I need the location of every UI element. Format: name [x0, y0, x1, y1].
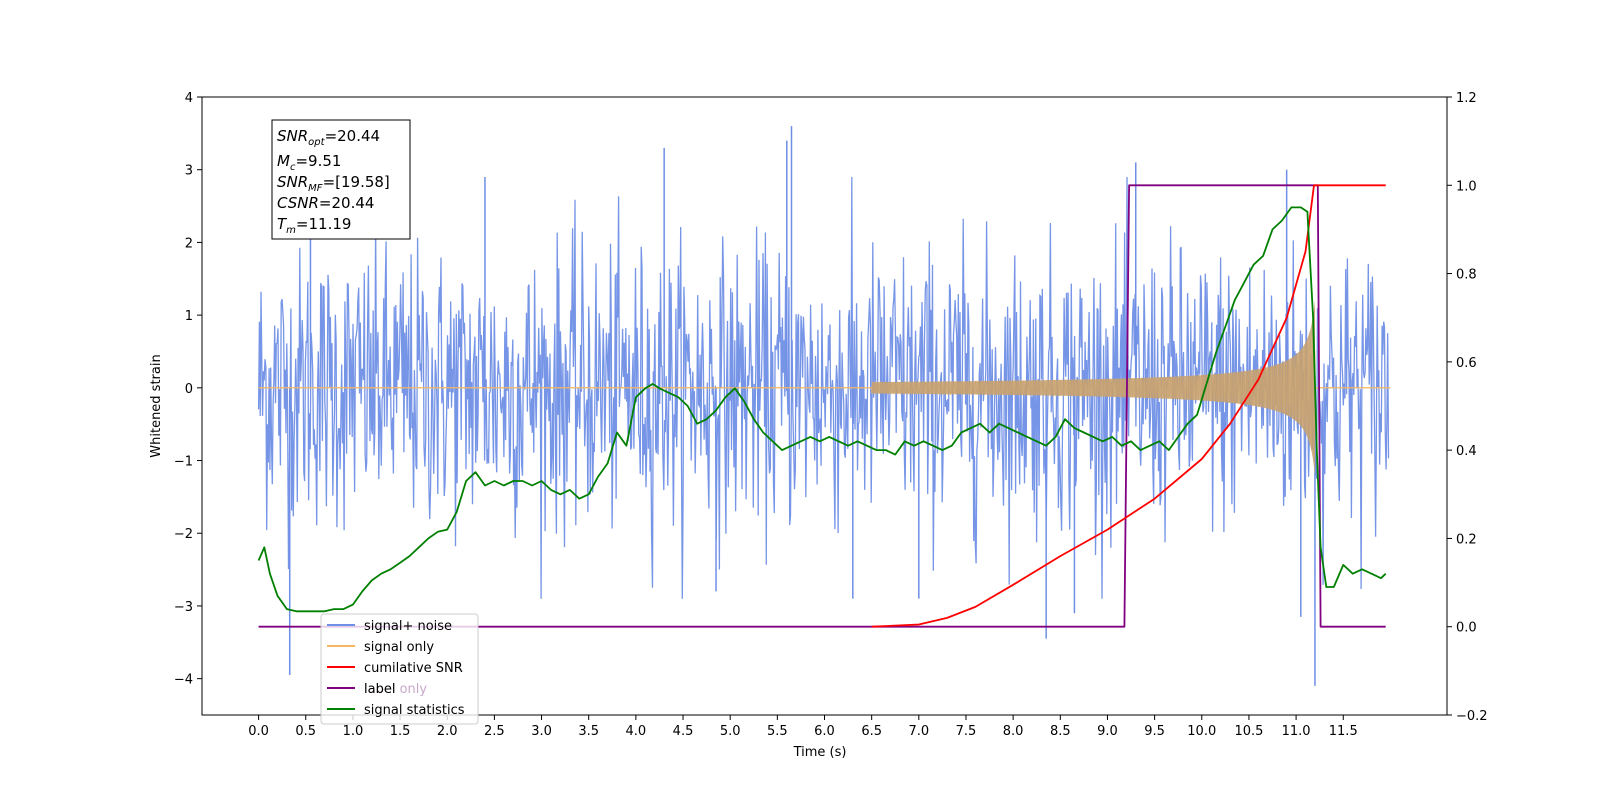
info-snr-opt: SNRopt=20.44 [277, 127, 380, 148]
y-tick-label: 1 [185, 309, 193, 324]
y2-tick-label: 0.8 [1456, 268, 1477, 283]
x-tick-label: 10.0 [1187, 724, 1216, 739]
x-tick-label: 6.0 [814, 724, 835, 739]
x-tick-label: 0.0 [248, 724, 269, 739]
x-tick-label: 1.5 [390, 724, 411, 739]
y-axis-label: Whitened strain [149, 354, 164, 457]
x-tick-label: 4.0 [626, 724, 647, 739]
info-snr-mf: SNRMF=[19.58] [277, 173, 390, 194]
y2-tick-label: −0.2 [1456, 709, 1488, 724]
x-tick-label: 8.5 [1050, 724, 1071, 739]
y-tick-label: −4 [174, 673, 193, 688]
series-signal-statistics [257, 206, 1387, 613]
y-tick-label: 3 [185, 164, 193, 179]
x-tick-label: 3.0 [531, 724, 552, 739]
y-tick-label: −1 [174, 455, 193, 470]
x-tick-label: 2.5 [484, 724, 505, 739]
series-cumulative-snr [871, 184, 1386, 628]
legend-label-signal-noise: signal+ noise [364, 619, 452, 634]
legend-label-label: label [364, 682, 395, 697]
y2-tick-label: 1.0 [1456, 179, 1477, 194]
x-tick-label: 8.0 [1003, 724, 1024, 739]
legend-frame [320, 613, 479, 725]
y2-tick-label: 0.0 [1456, 621, 1477, 636]
x-axis-label: Time (s) [793, 745, 847, 760]
y-tick-label: 2 [185, 236, 193, 251]
y-tick-label: −3 [174, 600, 193, 615]
info-box: SNRopt=20.44 Mc=9.51 SNRMF=[19.58] CSNR=… [271, 119, 411, 240]
x-tick-label: 0.5 [295, 724, 316, 739]
series-layer [257, 126, 1391, 686]
x-tick-label: 7.0 [908, 724, 929, 739]
x-tick-label: 11.5 [1329, 724, 1358, 739]
legend-label-signal-statistics: signal statistics [364, 703, 465, 718]
y-tick-label: 4 [185, 91, 193, 106]
legend-label-signal-only: signal only [364, 640, 434, 655]
x-tick-label: 4.5 [673, 724, 694, 739]
x-tick-label: 3.5 [578, 724, 599, 739]
x-tick-label: 2.0 [437, 724, 458, 739]
info-csnr: CSNR=20.44 [277, 194, 374, 212]
legend-label-label-only-ghost: label only [364, 682, 427, 697]
ticks-layer: 0.0 0.5 1.0 1.5 2.0 2.5 3.0 3.5 4.0 4.5 5.0 5.5 6.0 6… [174, 91, 1488, 739]
x-tick-label: 11.0 [1282, 724, 1311, 739]
info-tm: Tm=11.19 [277, 215, 351, 236]
x-tick-label: 7.5 [956, 724, 977, 739]
legend-label-cumulative-snr: cumilative SNR [364, 661, 463, 676]
info-box-frame [271, 119, 411, 240]
y2-tick-label: 0.4 [1456, 444, 1477, 459]
y-tick-label: 0 [185, 382, 193, 397]
y2-tick-label: 0.2 [1456, 532, 1477, 547]
x-tick-label: 10.5 [1234, 724, 1263, 739]
x-tick-label: 1.0 [343, 724, 364, 739]
series-label [258, 184, 1386, 628]
x-tick-label: 9.0 [1097, 724, 1118, 739]
x-tick-label: 9.5 [1144, 724, 1165, 739]
x-tick-label: 5.5 [767, 724, 788, 739]
info-mc: Mc=9.51 [277, 152, 341, 173]
x-tick-label: 5.0 [720, 724, 741, 739]
y2-tick-label: 0.6 [1456, 356, 1477, 371]
y2-tick-label: 1.2 [1456, 91, 1477, 106]
x-tick-label: 6.5 [861, 724, 882, 739]
signal-only-envelope [871, 300, 1315, 476]
y-tick-label: −2 [174, 527, 193, 542]
legend: signal+ noise signal only cumilative SNR… [320, 613, 479, 725]
